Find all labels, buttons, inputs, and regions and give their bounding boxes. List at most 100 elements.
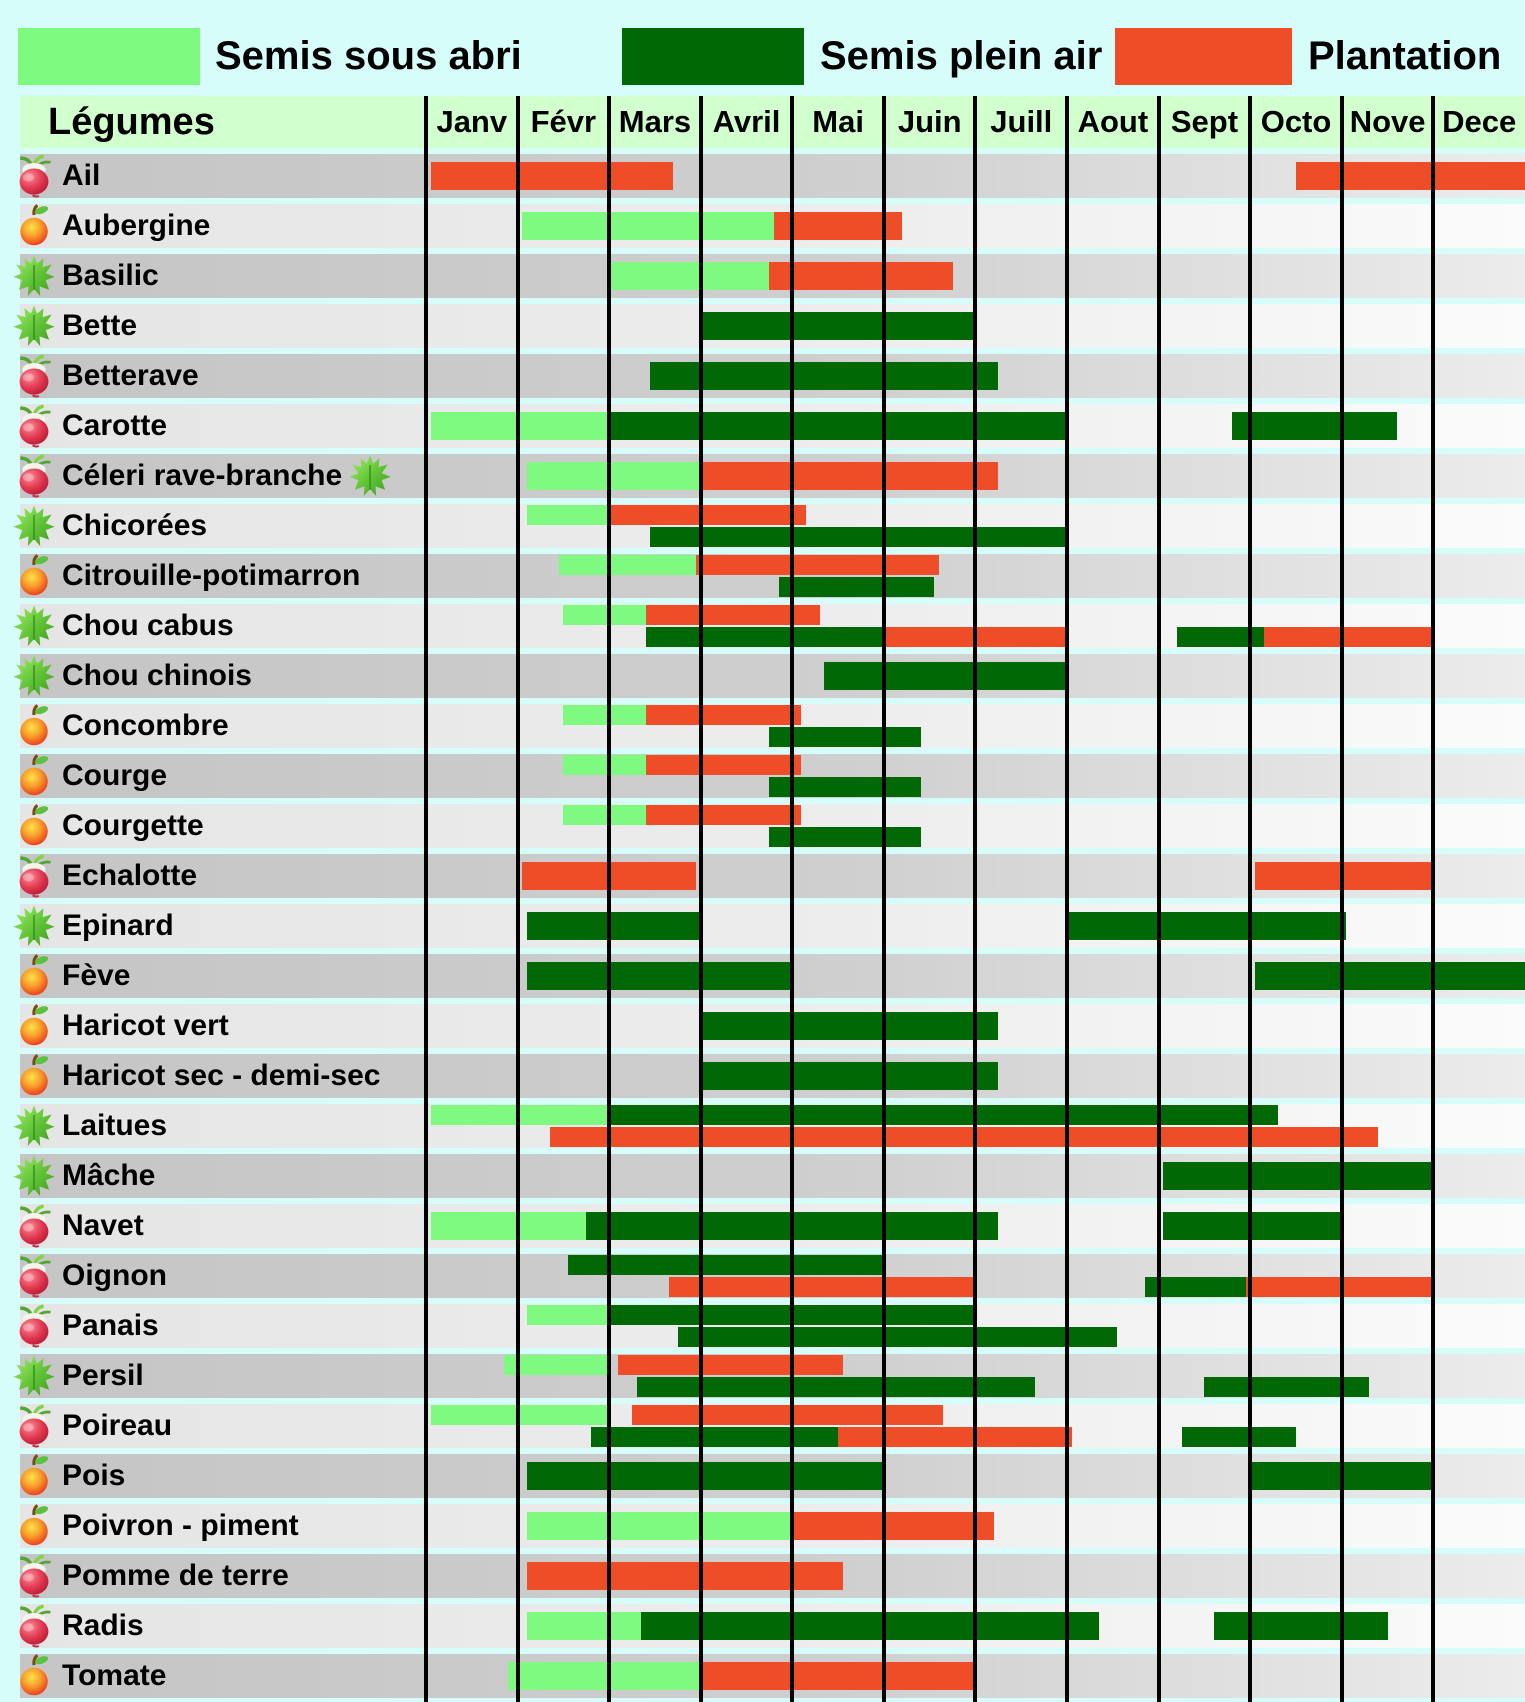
bar-air [1163,1162,1434,1190]
bar-abri [430,1405,610,1425]
month-label: Aout [1077,104,1149,139]
bar-abri [563,705,646,725]
month-label: Dece [1442,104,1517,139]
bar-air [609,412,1068,440]
leaf-icon [12,1354,56,1398]
bar-abri [430,1105,610,1125]
vegetable-name-cell: Courge [12,754,167,798]
vegetable-name-cell: Haricot sec - demi-sec [12,1054,380,1098]
radish-icon [12,154,56,198]
vegetable-row: Citrouille-potimarron [20,554,1525,598]
bar-air [1144,1277,1246,1297]
vegetable-name-cell: Chou chinois [12,654,252,698]
month-grid-line [607,96,612,1702]
month-grid-line [1065,96,1070,1702]
bar-air [526,1462,884,1490]
vegetable-row: Aubergine [20,204,1525,248]
vegetable-name: Courgette [62,809,204,842]
bar-plant [549,1127,1379,1147]
vegetable-row: Epinard [20,904,1525,948]
bar-plant [769,262,953,290]
vegetable-name: Basilic [62,259,159,292]
vegetable-row: Ail [20,154,1525,198]
vegetable-name-cell: Bette [12,304,137,348]
leaf-icon [12,504,56,548]
month-grid-line [1248,96,1253,1702]
vegetable-row: Basilic [20,254,1525,298]
vegetable-name-cell: Concombre [12,704,229,748]
bar-abri [563,605,646,625]
vegetable-row: Courge [20,754,1525,798]
vegetable-name: Mâche [62,1159,156,1192]
radish-icon [12,1254,56,1298]
apple-icon [12,1054,56,1098]
vegetable-row: Tomate [20,1654,1525,1698]
radish-icon [12,1554,56,1598]
bar-plant [609,505,807,525]
bar-air [1254,962,1525,990]
vegetable-name: Courge [62,759,167,792]
vegetable-name: Betterave [62,359,199,392]
vegetable-row: Courgette [20,804,1525,848]
vegetable-name-cell: Courgette [12,804,204,848]
bar-air [1204,1377,1370,1397]
bar-air [1231,412,1397,440]
bar-air [645,627,884,647]
vegetable-row: Echalotte [20,854,1525,898]
vegetable-name-cell: Oignon [12,1254,167,1298]
radish-icon [12,404,56,448]
vegetable-name-cell: Ail [12,154,100,198]
vegetable-name: Aubergine [62,209,211,242]
month-label: Févr [530,104,597,139]
apple-icon [12,1654,56,1698]
vegetable-name-cell: Navet [12,1204,144,1248]
vegetable-row: Navet [20,1204,1525,1248]
vegetable-name: Panais [62,1309,159,1342]
vegetable-row: Fève [20,954,1525,998]
vegetable-row: Persil [20,1354,1525,1398]
vegetable-row: Pois [20,1454,1525,1498]
month-label: Octo [1260,104,1332,139]
vegetable-name: Oignon [62,1259,167,1292]
bar-abri [526,1305,610,1325]
vegetable-name: Epinard [62,909,174,942]
radish-icon [12,1304,56,1348]
vegetable-name-cell: Basilic [12,254,159,298]
apple-icon [12,1454,56,1498]
leaf-icon [12,1154,56,1198]
radish-icon [12,854,56,898]
vegetable-name: Céleri rave-branche [62,459,343,492]
vegetable-name: Ail [62,159,101,192]
bar-abri [430,1212,587,1240]
bar-abri [563,805,646,825]
bar-air [1176,627,1264,647]
bar-plant [700,462,999,490]
leaf-icon [12,904,56,948]
apple-icon [12,954,56,998]
month-grid-line [1339,96,1344,1702]
vegetable-name-cell: Haricot vert [12,1004,229,1048]
vegetable-name: Citrouille-potimarron [62,559,361,592]
vegetable-row: Haricot sec - demi-sec [20,1054,1525,1098]
leaf-icon [348,454,392,498]
bar-plant [645,805,802,825]
bar-abri [508,1662,701,1690]
bar-air [1213,1612,1388,1640]
legend-label-semis-plein-air: Semis plein air [820,34,1103,78]
vegetable-name: Haricot vert [62,1009,229,1042]
bar-plant [1254,862,1434,890]
vegetable-name: Concombre [62,709,229,742]
vegetable-name: Chicorées [62,509,208,542]
month-grid-line [790,96,795,1702]
bar-air [590,1427,839,1447]
month-label: Mars [618,104,692,139]
vegetable-name-cell: Pomme de terre [12,1554,289,1598]
bar-air [526,912,701,940]
bar-air [824,662,1068,690]
bar-plant [774,212,903,240]
bar-air [1181,1427,1297,1447]
vegetable-name: Pomme de terre [62,1559,289,1592]
bar-plant [632,1405,944,1425]
month-grid-line [1156,96,1161,1702]
legend-label-semis-sous-abri: Semis sous abri [215,34,522,78]
